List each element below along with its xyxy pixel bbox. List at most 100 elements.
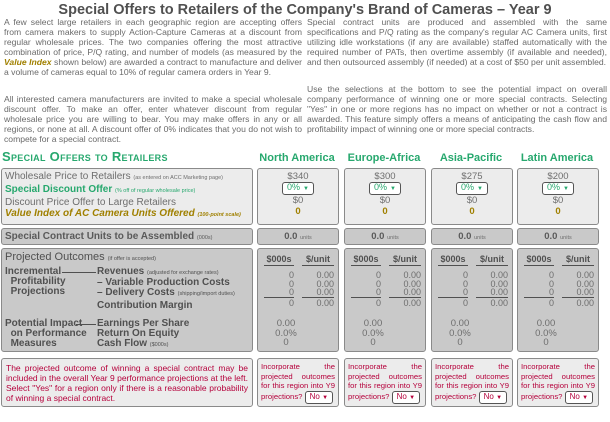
intro-paragraph-4: Use the selections at the bottom to see … — [307, 84, 607, 134]
col-header-per-unit: $/unit — [389, 254, 421, 266]
value-per-unit: 0.00 — [576, 297, 594, 308]
col-header-000s: $000s — [351, 254, 381, 266]
wholesale-price: $275 — [461, 171, 483, 182]
value-per-unit: 0.00 — [576, 270, 594, 280]
value-000s: 0 — [288, 278, 294, 289]
value-000s: 0 — [288, 297, 294, 308]
discount-select[interactable]: 0% ▼ — [282, 182, 314, 195]
dropdown-arrow-icon: ▼ — [496, 394, 503, 401]
value-000s: 0 — [288, 270, 294, 280]
value-per-unit: 0.00 — [403, 270, 421, 280]
value-index: 0 — [295, 206, 301, 217]
value-per-unit: 0.00 — [476, 288, 508, 298]
region-offer-panel: $340 0% ▼ $0 0 — [257, 168, 339, 225]
roe-value: 0.0% — [275, 327, 297, 339]
dropdown-arrow-icon: ▼ — [409, 394, 416, 401]
region-header: North America — [259, 152, 335, 164]
incorporate-panel: Incorporate the projected outcomes for t… — [431, 358, 513, 407]
projected-outcomes-panel: Projected Outcomes (if offer is accepted… — [1, 248, 253, 352]
eps-value: 0.00 — [450, 318, 470, 329]
incorporate-prompt: Incorporate the projected outcomes for t… — [435, 362, 509, 401]
cash-flow-value: 0 — [370, 337, 376, 348]
region-offer-panel: $300 0% ▼ $0 0 — [344, 168, 426, 225]
value-per-unit: 0.00 — [316, 278, 334, 289]
region-offer-panel: $200 0% ▼ $0 0 — [517, 168, 599, 225]
wholesale-price: $300 — [374, 171, 396, 182]
cash-flow-value: 0 — [457, 337, 463, 348]
region-header: Asia-Pacific — [439, 152, 503, 164]
units-label: Special Contract Units to be Assembled (… — [5, 231, 213, 242]
value-per-unit: 0.00 — [302, 288, 334, 298]
value-000s: 0 — [462, 278, 468, 289]
col-header-per-unit: $/unit — [302, 254, 334, 266]
value-000s: 0 — [548, 297, 554, 308]
roe-value: 0.0% — [362, 327, 384, 339]
dropdown-arrow-icon: ▼ — [477, 186, 483, 192]
offer-labels-panel: Wholesale Price to Retailers (as entered… — [1, 168, 253, 225]
value-000s: 0 — [375, 278, 381, 289]
incorporate-prompt: Incorporate the projected outcomes for t… — [348, 362, 422, 401]
dropdown-arrow-icon: ▼ — [303, 186, 309, 192]
discount-price-label: Discount Price Offer to Large Retailers — [5, 197, 177, 208]
performance-values: 0.00 0.0% 0 — [432, 319, 488, 348]
discount-price: $0 — [379, 195, 391, 206]
incorporate-select[interactable]: No ▼ — [304, 390, 334, 404]
cash-flow-value: 0 — [283, 337, 289, 348]
dropdown-arrow-icon: ▼ — [390, 186, 396, 192]
dropdown-arrow-icon: ▼ — [563, 186, 569, 192]
incremental-label: Incremental Profitability Projections — [5, 266, 66, 297]
region-header: Latin America — [520, 152, 594, 164]
discount-select[interactable]: 0% ▼ — [456, 182, 488, 195]
units-value: 0.0 units — [517, 228, 599, 245]
value-index: 0 — [469, 206, 475, 217]
region-outcome-panel: $000s $/unit 0 0.00 0 0.00 0 0.00 0 0.00 0.… — [431, 248, 513, 352]
value-000s: 0 — [548, 278, 554, 289]
intro-paragraph-1: A few select large retailers in each geo… — [4, 17, 302, 77]
units-value: 0.0 units — [344, 228, 426, 245]
discount-select[interactable]: 0% ▼ — [369, 182, 401, 195]
col-header-000s: $000s — [264, 254, 294, 266]
performance-rows: Earnings Per Share Return On Equity Cash … — [97, 318, 190, 349]
region-offer-panel: $275 0% ▼ $0 0 — [431, 168, 513, 225]
incorporate-prompt: Incorporate the projected outcomes for t… — [521, 362, 595, 401]
discount-label: Special Discount Offer (% off of regular… — [5, 184, 196, 195]
dropdown-arrow-icon: ▼ — [582, 394, 589, 401]
value-000s: 0 — [438, 288, 468, 298]
value-000s: 0 — [524, 288, 554, 298]
value-per-unit: 0.00 — [490, 278, 508, 289]
value-index: 0 — [555, 206, 561, 217]
units-value: 0.0 units — [431, 228, 513, 245]
value-index: 0 — [382, 206, 388, 217]
potential-impact-label: Potential Impact on Performance Measures — [5, 318, 87, 349]
discount-select[interactable]: 0% ▼ — [542, 182, 574, 195]
eps-value: 0.00 — [363, 318, 383, 329]
value-per-unit: 0.00 — [403, 278, 421, 289]
eps-value: 0.00 — [536, 318, 556, 329]
value-index-label: Value Index of AC Camera Units Offered (… — [5, 208, 241, 219]
roe-value: 0.0% — [449, 327, 471, 339]
region-outcome-panel: $000s $/unit 0 0.00 0 0.00 0 0.00 0 0.00 0.… — [517, 248, 599, 352]
bottom-note: The projected outcome of winning a speci… — [1, 358, 253, 407]
eps-value: 0.00 — [276, 318, 296, 329]
units-value: 0.0 units — [257, 228, 339, 245]
value-per-unit: 0.00 — [490, 270, 508, 280]
col-header-per-unit: $/unit — [562, 254, 594, 266]
incorporate-select[interactable]: No ▼ — [564, 390, 594, 404]
discount-price: $0 — [552, 195, 564, 206]
region-header: Europe-Africa — [347, 152, 421, 164]
value-000s: 0 — [375, 270, 381, 280]
intro-text: shown below) are awarded a contract to m… — [4, 56, 302, 77]
value-000s: 0 — [264, 288, 294, 298]
projected-outcomes-title: Projected Outcomes (if offer is accepted… — [5, 251, 156, 263]
incorporate-panel: Incorporate the projected outcomes for t… — [257, 358, 339, 407]
cash-flow-value: 0 — [543, 337, 549, 348]
wholesale-price: $200 — [547, 171, 569, 182]
incorporate-select[interactable]: No ▼ — [478, 390, 508, 404]
intro-paragraph-2: All interested camera manufacturers are … — [4, 94, 302, 144]
connector-line — [76, 324, 96, 325]
section-title: Special Offers to Retailers — [2, 149, 168, 164]
value-000s: 0 — [462, 270, 468, 280]
incorporate-select[interactable]: No ▼ — [391, 390, 421, 404]
performance-values: 0.00 0.0% 0 — [258, 319, 314, 348]
col-header-per-unit: $/unit — [476, 254, 508, 266]
